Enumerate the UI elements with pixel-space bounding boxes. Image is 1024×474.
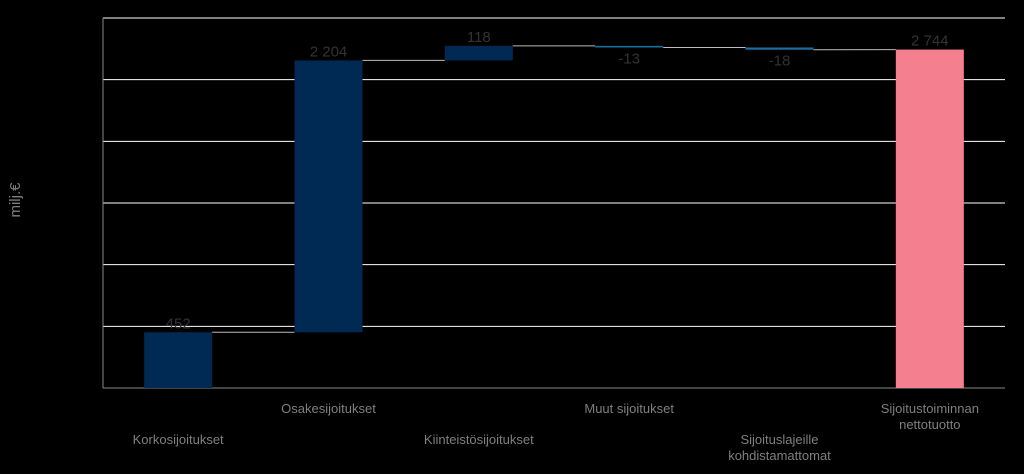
bar <box>595 45 664 48</box>
bar <box>444 45 513 61</box>
data-label: 118 <box>467 29 491 46</box>
data-label: -18 <box>769 53 791 70</box>
data-label: 2 204 <box>310 43 348 60</box>
x-tick-label: Muut sijoitukset <box>584 401 674 416</box>
bar <box>745 47 814 50</box>
x-tick-label: Sijoituslajeille kohdistamattomat <box>728 432 831 463</box>
x-tick-label: Korkosijoitukset <box>132 432 224 447</box>
x-tick-label: Sijoitustoiminnan nettotuotto <box>880 401 979 432</box>
data-label: -13 <box>618 50 640 67</box>
x-tick-label: Osakesijoitukset <box>281 401 376 416</box>
bar <box>144 332 213 388</box>
bar <box>895 49 964 388</box>
y-axis-label: milj.€ <box>7 182 24 218</box>
data-label: 2 744 <box>911 33 949 50</box>
x-tick-label: Kiinteistösijoitukset <box>423 432 534 447</box>
data-label: 452 <box>166 315 191 332</box>
bar <box>294 60 363 333</box>
